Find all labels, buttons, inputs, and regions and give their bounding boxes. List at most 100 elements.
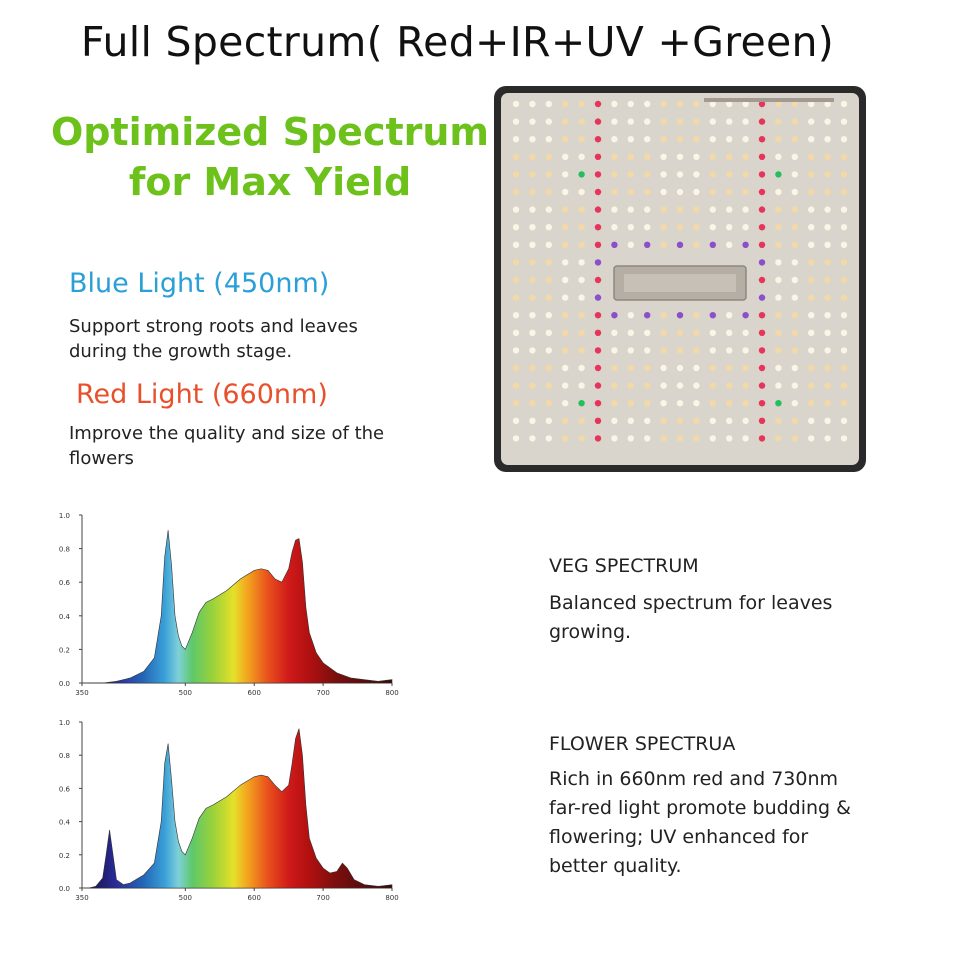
led-diode xyxy=(676,224,684,231)
y-tick-label: 0.4 xyxy=(59,613,71,621)
led-diode xyxy=(578,312,585,319)
led-diode xyxy=(709,400,716,407)
led-diode xyxy=(676,347,684,354)
led-diode xyxy=(742,188,749,196)
red-desc-line-1: Improve the quality and size of the xyxy=(69,423,385,444)
led-diode xyxy=(709,312,716,319)
led-diode xyxy=(644,400,651,407)
led-diode xyxy=(627,188,634,196)
panel-print-strip xyxy=(704,98,834,102)
led-diode xyxy=(840,153,848,160)
led-diode xyxy=(791,241,798,248)
led-diode xyxy=(775,276,782,284)
led-diode xyxy=(512,417,520,424)
led-diode xyxy=(545,276,552,284)
led-diode xyxy=(742,153,749,160)
led-diode xyxy=(791,153,798,160)
led-diode xyxy=(824,276,831,284)
led-diode xyxy=(824,118,831,125)
led-diode xyxy=(627,435,634,442)
led-diode xyxy=(693,188,700,196)
led-diode xyxy=(594,347,602,354)
led-diode xyxy=(512,294,520,301)
led-diode xyxy=(627,417,634,424)
led-diode xyxy=(529,153,536,160)
led-diode xyxy=(758,294,766,301)
led-diode xyxy=(742,347,749,354)
led-diode xyxy=(775,224,782,231)
spectrum-area xyxy=(88,530,393,684)
led-diode xyxy=(758,312,766,319)
led-diode xyxy=(512,312,520,319)
led-diode xyxy=(644,241,651,248)
led-diode xyxy=(660,188,667,196)
led-diode xyxy=(594,241,602,248)
led-diode xyxy=(808,136,815,143)
led-diode xyxy=(660,206,667,213)
led-diode xyxy=(808,435,815,442)
led-diode xyxy=(562,417,569,424)
led-diode xyxy=(758,364,766,372)
led-diode xyxy=(742,171,749,178)
led-diode xyxy=(775,188,782,196)
led-diode xyxy=(726,329,733,336)
led-diode xyxy=(791,259,798,266)
led-diode xyxy=(512,259,520,266)
led-diode xyxy=(578,276,585,284)
led-diode xyxy=(578,100,585,108)
led-diode xyxy=(742,382,749,389)
led-diode xyxy=(676,118,684,125)
led-diode xyxy=(758,241,766,248)
led-diode xyxy=(594,153,602,160)
led-diode xyxy=(529,136,536,143)
led-diode xyxy=(758,206,766,213)
led-diode xyxy=(529,382,536,389)
red-desc-line-2: flowers xyxy=(69,448,134,469)
led-diode xyxy=(840,400,848,407)
led-diode xyxy=(791,171,798,178)
led-diode xyxy=(808,364,815,372)
x-tick-label: 600 xyxy=(248,689,261,697)
led-diode xyxy=(594,206,602,213)
led-diode xyxy=(545,188,552,196)
led-diode xyxy=(693,382,700,389)
led-diode xyxy=(758,329,766,336)
led-diode xyxy=(644,118,651,125)
driver-label-plate xyxy=(624,274,736,292)
led-diode xyxy=(726,100,733,108)
led-diode xyxy=(660,364,667,372)
led-diode xyxy=(512,171,520,178)
led-diode xyxy=(545,259,552,266)
led-diode xyxy=(512,364,520,372)
led-diode xyxy=(594,118,602,125)
led-diode xyxy=(758,435,766,442)
led-diode xyxy=(824,206,831,213)
led-diode xyxy=(824,435,831,442)
red-light-heading: Red Light (660nm) xyxy=(76,379,328,410)
led-diode xyxy=(791,435,798,442)
led-diode xyxy=(611,435,618,442)
led-diode xyxy=(594,400,602,407)
led-diode xyxy=(791,276,798,284)
led-diode xyxy=(791,329,798,336)
led-diode xyxy=(693,171,700,178)
y-tick-label: 0.0 xyxy=(59,885,70,893)
led-diode xyxy=(824,259,831,266)
led-diode xyxy=(627,400,634,407)
led-diode xyxy=(545,435,552,442)
led-diode xyxy=(775,100,782,108)
led-diode xyxy=(644,153,651,160)
led-diode xyxy=(627,329,634,336)
led-diode xyxy=(824,382,831,389)
led-diode xyxy=(512,241,520,248)
x-tick-label: 350 xyxy=(75,894,88,902)
led-diode xyxy=(742,435,749,442)
led-diode xyxy=(693,400,700,407)
headline-line-1: Optimized Spectrum xyxy=(50,110,490,154)
led-diode xyxy=(529,400,536,407)
led-diode xyxy=(594,435,602,442)
led-diode xyxy=(578,382,585,389)
led-diode xyxy=(512,118,520,125)
red-light-description: Improve the quality and size of the flow… xyxy=(69,421,429,471)
led-diode xyxy=(808,400,815,407)
